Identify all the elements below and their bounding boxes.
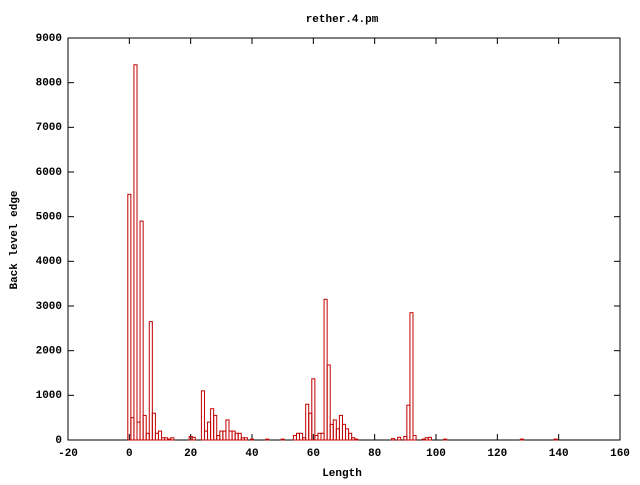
bar	[391, 438, 396, 441]
bar	[213, 414, 218, 441]
y-axis-label: Back level edge	[9, 190, 21, 289]
y-tick-label: 0	[55, 435, 62, 447]
x-tick-label: 120	[487, 448, 507, 460]
x-tick-label: 20	[184, 448, 197, 460]
y-tick-label: 6000	[36, 167, 62, 179]
x-tick-label: 60	[307, 448, 320, 460]
plot-border	[67, 37, 621, 441]
x-tick-label: 0	[126, 448, 133, 460]
bar	[443, 438, 448, 441]
y-tick-label: 4000	[36, 256, 62, 268]
y-tick-label: 1000	[36, 390, 62, 402]
y-tick-label: 9000	[36, 33, 62, 45]
y-tick-label: 8000	[36, 78, 62, 90]
y-tick-label: 3000	[36, 301, 62, 313]
bar	[519, 438, 524, 441]
bar	[243, 437, 248, 441]
bar	[265, 438, 270, 441]
bar	[249, 438, 255, 441]
bar	[200, 390, 205, 441]
bar	[409, 312, 414, 441]
bar	[354, 438, 359, 441]
bar	[133, 64, 138, 441]
y-tick-label: 5000	[36, 212, 62, 224]
bar	[139, 220, 144, 441]
bar	[311, 378, 316, 441]
bar	[299, 432, 304, 441]
bar	[326, 364, 331, 441]
bar	[191, 436, 196, 441]
bar	[427, 436, 432, 441]
bar	[142, 414, 147, 441]
bar	[170, 437, 175, 441]
bar	[348, 432, 353, 441]
bar	[553, 438, 558, 441]
bar	[157, 430, 163, 441]
bar	[151, 412, 156, 441]
x-tick-label: 100	[426, 448, 446, 460]
x-tick-label: 160	[610, 448, 630, 460]
bar	[127, 193, 132, 441]
x-tick-label: -20	[58, 448, 78, 460]
bar	[225, 419, 230, 441]
x-tick-label: 40	[245, 448, 258, 460]
bar	[148, 321, 153, 441]
bar	[237, 432, 242, 441]
y-tick-label: 7000	[36, 122, 62, 134]
chart-title: rether.4.pm	[306, 14, 379, 26]
x-tick-label: 140	[549, 448, 569, 460]
y-tick-label: 2000	[36, 346, 62, 358]
bar	[280, 438, 285, 441]
x-axis-label: Length	[322, 468, 362, 480]
x-tick-label: 80	[368, 448, 381, 460]
bar	[397, 436, 402, 441]
bar	[412, 435, 417, 441]
